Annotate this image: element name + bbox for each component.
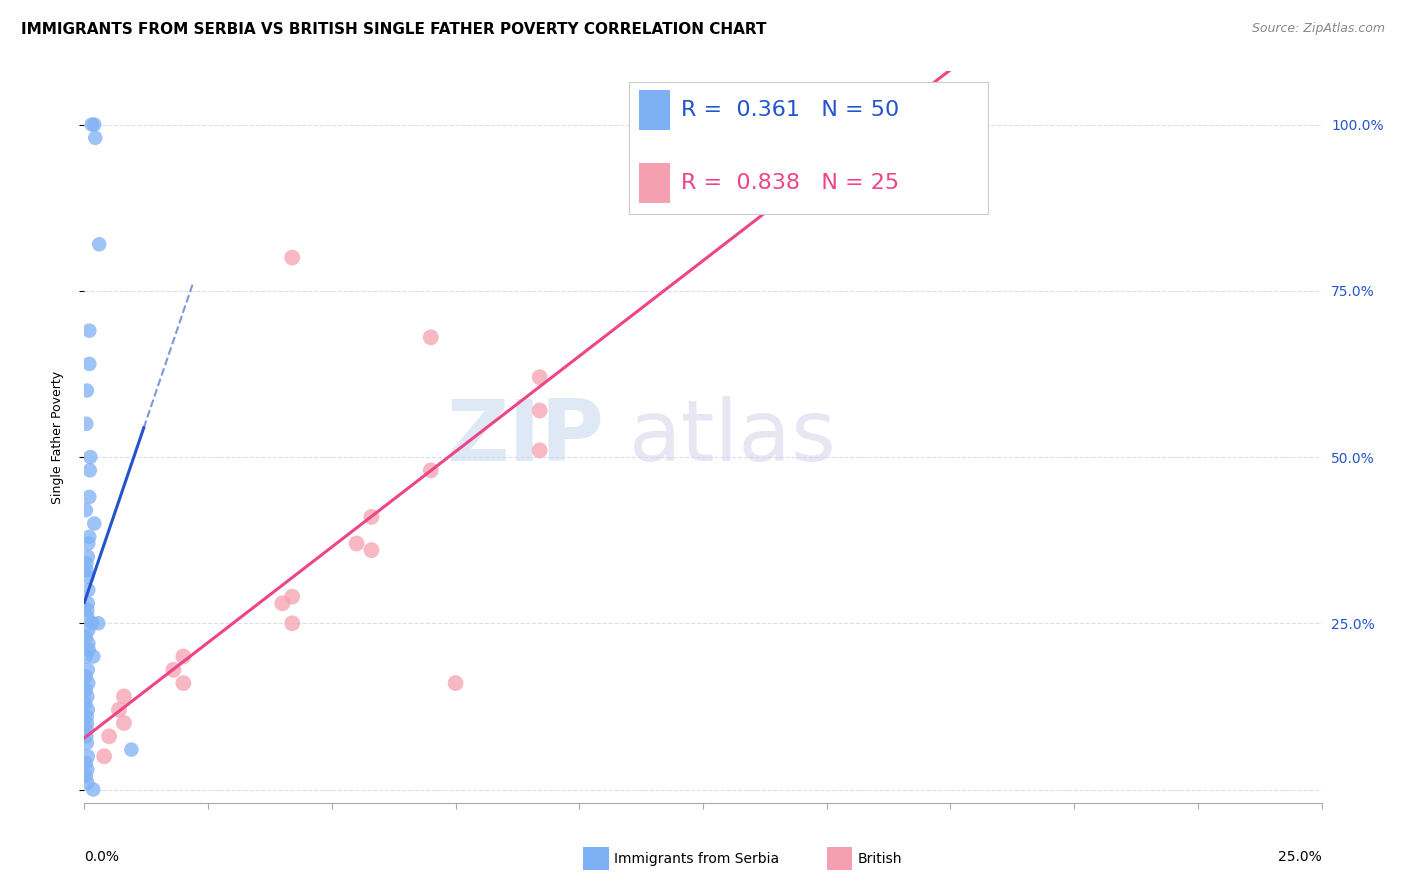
Point <box>75 696 97 710</box>
Point <box>76 609 98 624</box>
Text: atlas: atlas <box>628 395 837 479</box>
Text: British: British <box>858 852 903 866</box>
Point <box>281 616 304 631</box>
Point <box>346 536 368 550</box>
Point <box>76 549 98 564</box>
Point <box>82 616 104 631</box>
Point <box>79 357 101 371</box>
Point <box>281 590 304 604</box>
Point <box>75 649 97 664</box>
Point <box>790 118 813 132</box>
Point <box>76 709 98 723</box>
Point <box>77 643 100 657</box>
Point <box>112 716 135 731</box>
Point <box>281 251 304 265</box>
Point <box>419 463 441 477</box>
Point <box>79 490 101 504</box>
Point <box>529 403 551 417</box>
Point <box>79 530 101 544</box>
Point <box>75 630 97 644</box>
Point <box>77 636 100 650</box>
Point <box>76 776 98 790</box>
Point <box>77 536 100 550</box>
Point <box>76 603 98 617</box>
Point <box>82 649 104 664</box>
Point <box>76 716 98 731</box>
Point <box>76 663 98 677</box>
Text: R =  0.838   N = 25: R = 0.838 N = 25 <box>681 173 898 194</box>
Point <box>80 118 103 132</box>
Point <box>841 131 863 145</box>
Point <box>162 663 184 677</box>
Text: IMMIGRANTS FROM SERBIA VS BRITISH SINGLE FATHER POVERTY CORRELATION CHART: IMMIGRANTS FROM SERBIA VS BRITISH SINGLE… <box>21 22 766 37</box>
Point <box>444 676 467 690</box>
Point <box>77 623 100 637</box>
Point <box>79 450 101 464</box>
Point <box>75 417 97 431</box>
Point <box>360 509 382 524</box>
Point <box>271 596 294 610</box>
Point <box>98 729 121 743</box>
Point <box>76 749 98 764</box>
Point <box>76 763 98 777</box>
Point <box>77 676 100 690</box>
Text: R =  0.361   N = 50: R = 0.361 N = 50 <box>681 100 898 120</box>
Point <box>855 131 877 145</box>
Point <box>76 736 98 750</box>
Point <box>875 118 897 132</box>
Point <box>172 649 194 664</box>
FancyBboxPatch shape <box>638 163 669 203</box>
Point <box>82 782 104 797</box>
Text: ZIP: ZIP <box>446 395 605 479</box>
Point <box>419 330 441 344</box>
Point <box>75 563 97 577</box>
Point <box>79 463 101 477</box>
Point <box>75 669 97 683</box>
Point <box>75 729 97 743</box>
Point <box>89 237 111 252</box>
Point <box>93 749 115 764</box>
Point <box>75 756 97 770</box>
FancyBboxPatch shape <box>638 90 669 130</box>
Text: Source: ZipAtlas.com: Source: ZipAtlas.com <box>1251 22 1385 36</box>
Point <box>172 676 194 690</box>
Point <box>76 570 98 584</box>
Point <box>76 384 98 398</box>
Point <box>87 616 110 631</box>
Point <box>120 742 142 756</box>
Point <box>84 131 107 145</box>
Point <box>83 516 105 531</box>
Point <box>112 690 135 704</box>
Point <box>76 703 98 717</box>
Point <box>83 118 105 132</box>
FancyBboxPatch shape <box>628 82 987 214</box>
Text: Immigrants from Serbia: Immigrants from Serbia <box>614 852 779 866</box>
Point <box>529 443 551 458</box>
Point <box>76 596 98 610</box>
Point <box>75 682 97 697</box>
Point <box>77 582 100 597</box>
Point <box>529 370 551 384</box>
Point <box>360 543 382 558</box>
Text: 0.0%: 0.0% <box>84 850 120 864</box>
Point <box>75 557 97 571</box>
Point <box>108 703 131 717</box>
Point <box>76 690 98 704</box>
Point <box>79 324 101 338</box>
Point <box>75 503 97 517</box>
Point <box>75 769 97 783</box>
Text: 25.0%: 25.0% <box>1278 850 1322 864</box>
Y-axis label: Single Father Poverty: Single Father Poverty <box>51 370 63 504</box>
Point <box>76 723 98 737</box>
